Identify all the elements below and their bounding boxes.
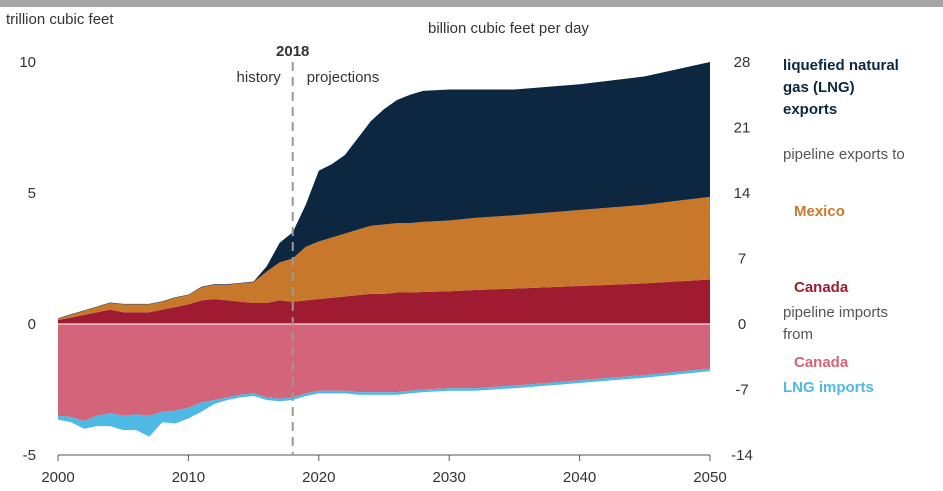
y-tick-label-left: 0 (28, 316, 36, 333)
area-negative-canada (58, 324, 710, 421)
area-positive-liquefied-natural-gas-lng-exports (58, 62, 710, 319)
area-negative-lng-imports (58, 368, 710, 437)
legend-entry-3-line-0: Canada (794, 279, 849, 296)
y-tick-label-right: -7 (735, 382, 748, 399)
y-tick-label-left: 5 (28, 185, 36, 202)
y-tick-label-right: 0 (738, 316, 746, 333)
legend-entry-0-line-0: liquefied natural (783, 57, 899, 74)
y-tick-label-right: -14 (731, 447, 753, 464)
area-positive-mexico (58, 196, 710, 321)
y-tick-label-right: 7 (738, 251, 746, 268)
legend-entry-6-line-0: LNG imports (783, 379, 874, 396)
x-tick-label: 2040 (563, 469, 596, 486)
history-label: history (237, 69, 282, 86)
x-tick-label: 2020 (302, 469, 335, 486)
x-tick-label: 2010 (172, 469, 205, 486)
projections-label: projections (307, 69, 380, 86)
legend-entry-0-line-1: gas (LNG) (783, 79, 855, 96)
x-tick-label: 2050 (693, 469, 726, 486)
legend-entry-5-line-0: Canada (794, 354, 849, 371)
x-tick-label: 2000 (41, 469, 74, 486)
y-tick-label-left: -5 (23, 447, 36, 464)
right-axis-unit-label: billion cubic feet per day (428, 20, 589, 37)
legend-entry-4-line-0: pipeline imports (783, 304, 888, 321)
y-tick-label-right: 21 (734, 120, 751, 137)
x-tick-label: 2030 (433, 469, 466, 486)
y-tick-label-left: 10 (19, 54, 36, 71)
divider-year-label: 2018 (276, 43, 309, 60)
legend-entry-4-line-1: from (783, 326, 813, 343)
y-tick-label-right: 14 (734, 185, 751, 202)
left-axis-unit-label: trillion cubic feet (6, 11, 114, 28)
legend-entry-0-line-2: exports (783, 101, 837, 118)
area-positive-canada (58, 279, 710, 324)
y-tick-label-right: 28 (734, 54, 751, 71)
top-border (0, 0, 943, 7)
legend-entry-1-line-0: pipeline exports to (783, 146, 905, 163)
legend-entry-2-line-0: Mexico (794, 203, 845, 220)
